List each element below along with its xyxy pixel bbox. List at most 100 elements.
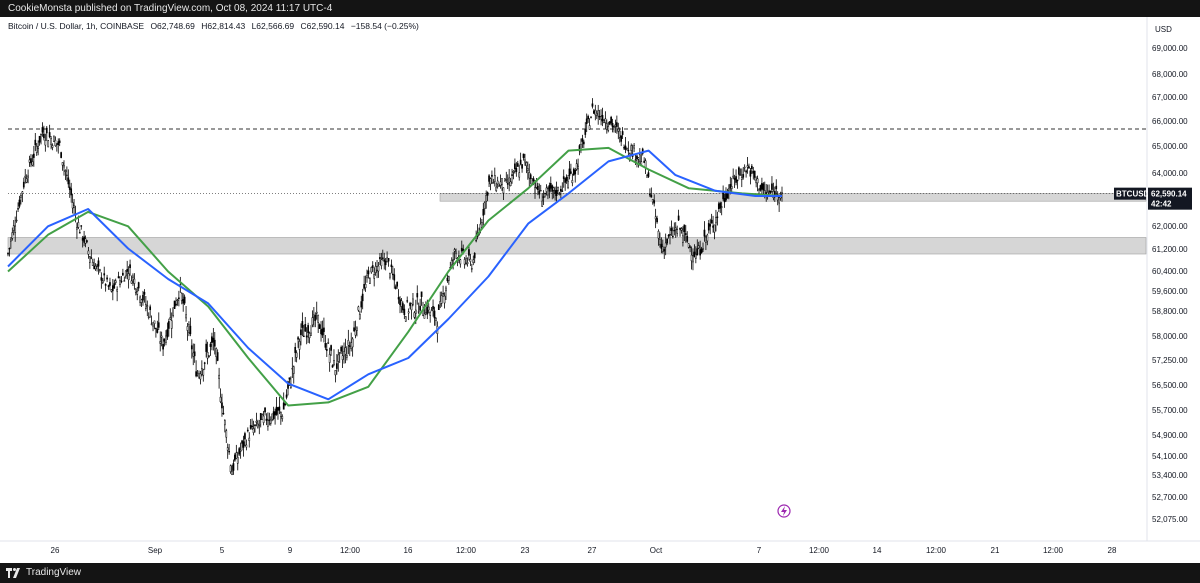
candle (762, 182, 765, 195)
candle (446, 274, 449, 283)
candle (501, 178, 503, 191)
candle (271, 413, 274, 422)
candle (106, 274, 108, 283)
candle (594, 104, 597, 121)
candle (153, 320, 156, 330)
candle (136, 286, 139, 301)
candle (707, 219, 710, 234)
candle (769, 190, 772, 194)
candle (353, 321, 355, 332)
candle (89, 255, 91, 269)
candle (291, 357, 294, 378)
candle (295, 350, 298, 363)
x-tick-label: 27 (588, 546, 597, 555)
candle (137, 281, 140, 292)
candle (218, 367, 220, 389)
candle (278, 396, 281, 415)
candle (636, 154, 638, 168)
candle (70, 182, 73, 203)
candle (659, 232, 661, 248)
candle (580, 138, 582, 154)
candle (564, 177, 567, 191)
last-price-box (1148, 187, 1192, 210)
candle (638, 148, 641, 165)
candle (261, 413, 264, 420)
candle (116, 286, 118, 302)
price-axis[interactable]: USD 69,000.00 68,000.00 67,000.00 66,000.00 6… (1146, 17, 1188, 541)
candle (165, 330, 167, 346)
candle (139, 295, 141, 307)
y-tick-label: 61,200.00 (1152, 245, 1188, 254)
candle (76, 222, 78, 239)
candle (159, 331, 162, 352)
candle (677, 209, 680, 222)
candle (18, 195, 21, 209)
candle (646, 174, 648, 178)
x-tick-label: 9 (288, 546, 293, 555)
candle (611, 118, 614, 133)
candle (482, 202, 485, 226)
candle (654, 208, 657, 229)
candle (627, 141, 630, 157)
candle (673, 222, 676, 236)
candle (647, 169, 650, 179)
candle (357, 305, 360, 312)
candle (492, 178, 495, 184)
candle (225, 428, 228, 444)
candle (119, 276, 121, 288)
support-resistance-zones (7, 193, 1147, 255)
candle (15, 210, 18, 223)
candle (590, 116, 592, 119)
candle (298, 338, 301, 360)
candle (377, 262, 380, 278)
candle (99, 268, 101, 273)
candle (104, 283, 107, 292)
candle (644, 158, 647, 175)
candle (537, 182, 539, 196)
candle (371, 261, 374, 273)
candle (228, 443, 230, 455)
candle (709, 218, 712, 235)
candle (567, 174, 569, 190)
candle (684, 225, 687, 243)
last-price-label: 62,590.14 (1151, 190, 1187, 199)
candle (552, 186, 555, 199)
candle (771, 176, 773, 193)
candle (268, 412, 271, 426)
candle (126, 260, 129, 280)
candle (334, 370, 337, 383)
candle (40, 133, 42, 145)
candle (402, 301, 404, 314)
candle (676, 225, 679, 237)
candle (399, 296, 401, 314)
candle (541, 193, 544, 207)
candle (433, 306, 436, 326)
candle (305, 327, 308, 345)
candle (333, 349, 335, 367)
candle (491, 170, 493, 184)
candle (565, 174, 568, 184)
candle (404, 316, 407, 322)
candle (44, 133, 47, 152)
candle (502, 187, 505, 201)
candle (640, 152, 643, 167)
candle (389, 272, 391, 280)
candle (71, 193, 74, 214)
footer-brand: TradingView (26, 567, 82, 578)
candle (195, 360, 197, 378)
symbol-name[interactable]: Bitcoin / U.S. Dollar, 1h, COINBASE (8, 21, 145, 31)
candle (211, 332, 213, 351)
candle (620, 135, 623, 147)
candle (310, 325, 312, 336)
time-axis[interactable]: 26 Sep 5 9 12:00 16 12:00 23 27 Oct 7 12:00 14 12:00 2… (0, 540, 1200, 555)
candle (340, 345, 343, 355)
x-tick-label: 21 (991, 546, 1000, 555)
candle (469, 253, 472, 266)
candle (509, 177, 512, 187)
candle (713, 224, 716, 240)
candle (483, 201, 486, 215)
price-chart[interactable]: USD 69,000.00 68,000.00 67,000.00 66,000.00 6… (0, 17, 1200, 563)
lightning-icon[interactable] (777, 504, 791, 518)
candle (670, 220, 673, 236)
candle (547, 186, 549, 200)
